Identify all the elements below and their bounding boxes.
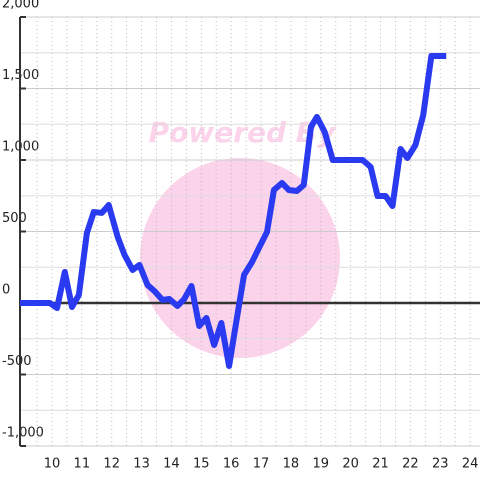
watermark-logo [140,158,340,358]
x-tick-label: 12 [103,457,120,472]
x-tick-label: 20 [342,457,359,472]
x-tick-label: 14 [163,457,180,472]
line-series [20,53,447,370]
x-tick-label: 11 [74,457,91,472]
x-tick-label: 22 [402,457,419,472]
x-tick-label: 21 [372,457,389,472]
x-tick-label: 13 [133,457,150,472]
x-tick-label: 17 [253,457,270,472]
x-tick-label: 19 [313,457,330,472]
x-tick-label: 15 [193,457,210,472]
y-tick-label: -1,000 [2,426,44,441]
x-tick-label: 16 [223,457,240,472]
y-tick-label: -500 [2,354,32,369]
y-tick-label: 2,000 [2,0,39,12]
x-tick-label: 24 [462,457,479,472]
y-tick-label: 500 [2,211,27,226]
y-tick-label: 0 [2,283,10,298]
x-tick-label: 10 [44,457,61,472]
x-tick-label: 18 [283,457,300,472]
x-tick-label: 23 [432,457,449,472]
